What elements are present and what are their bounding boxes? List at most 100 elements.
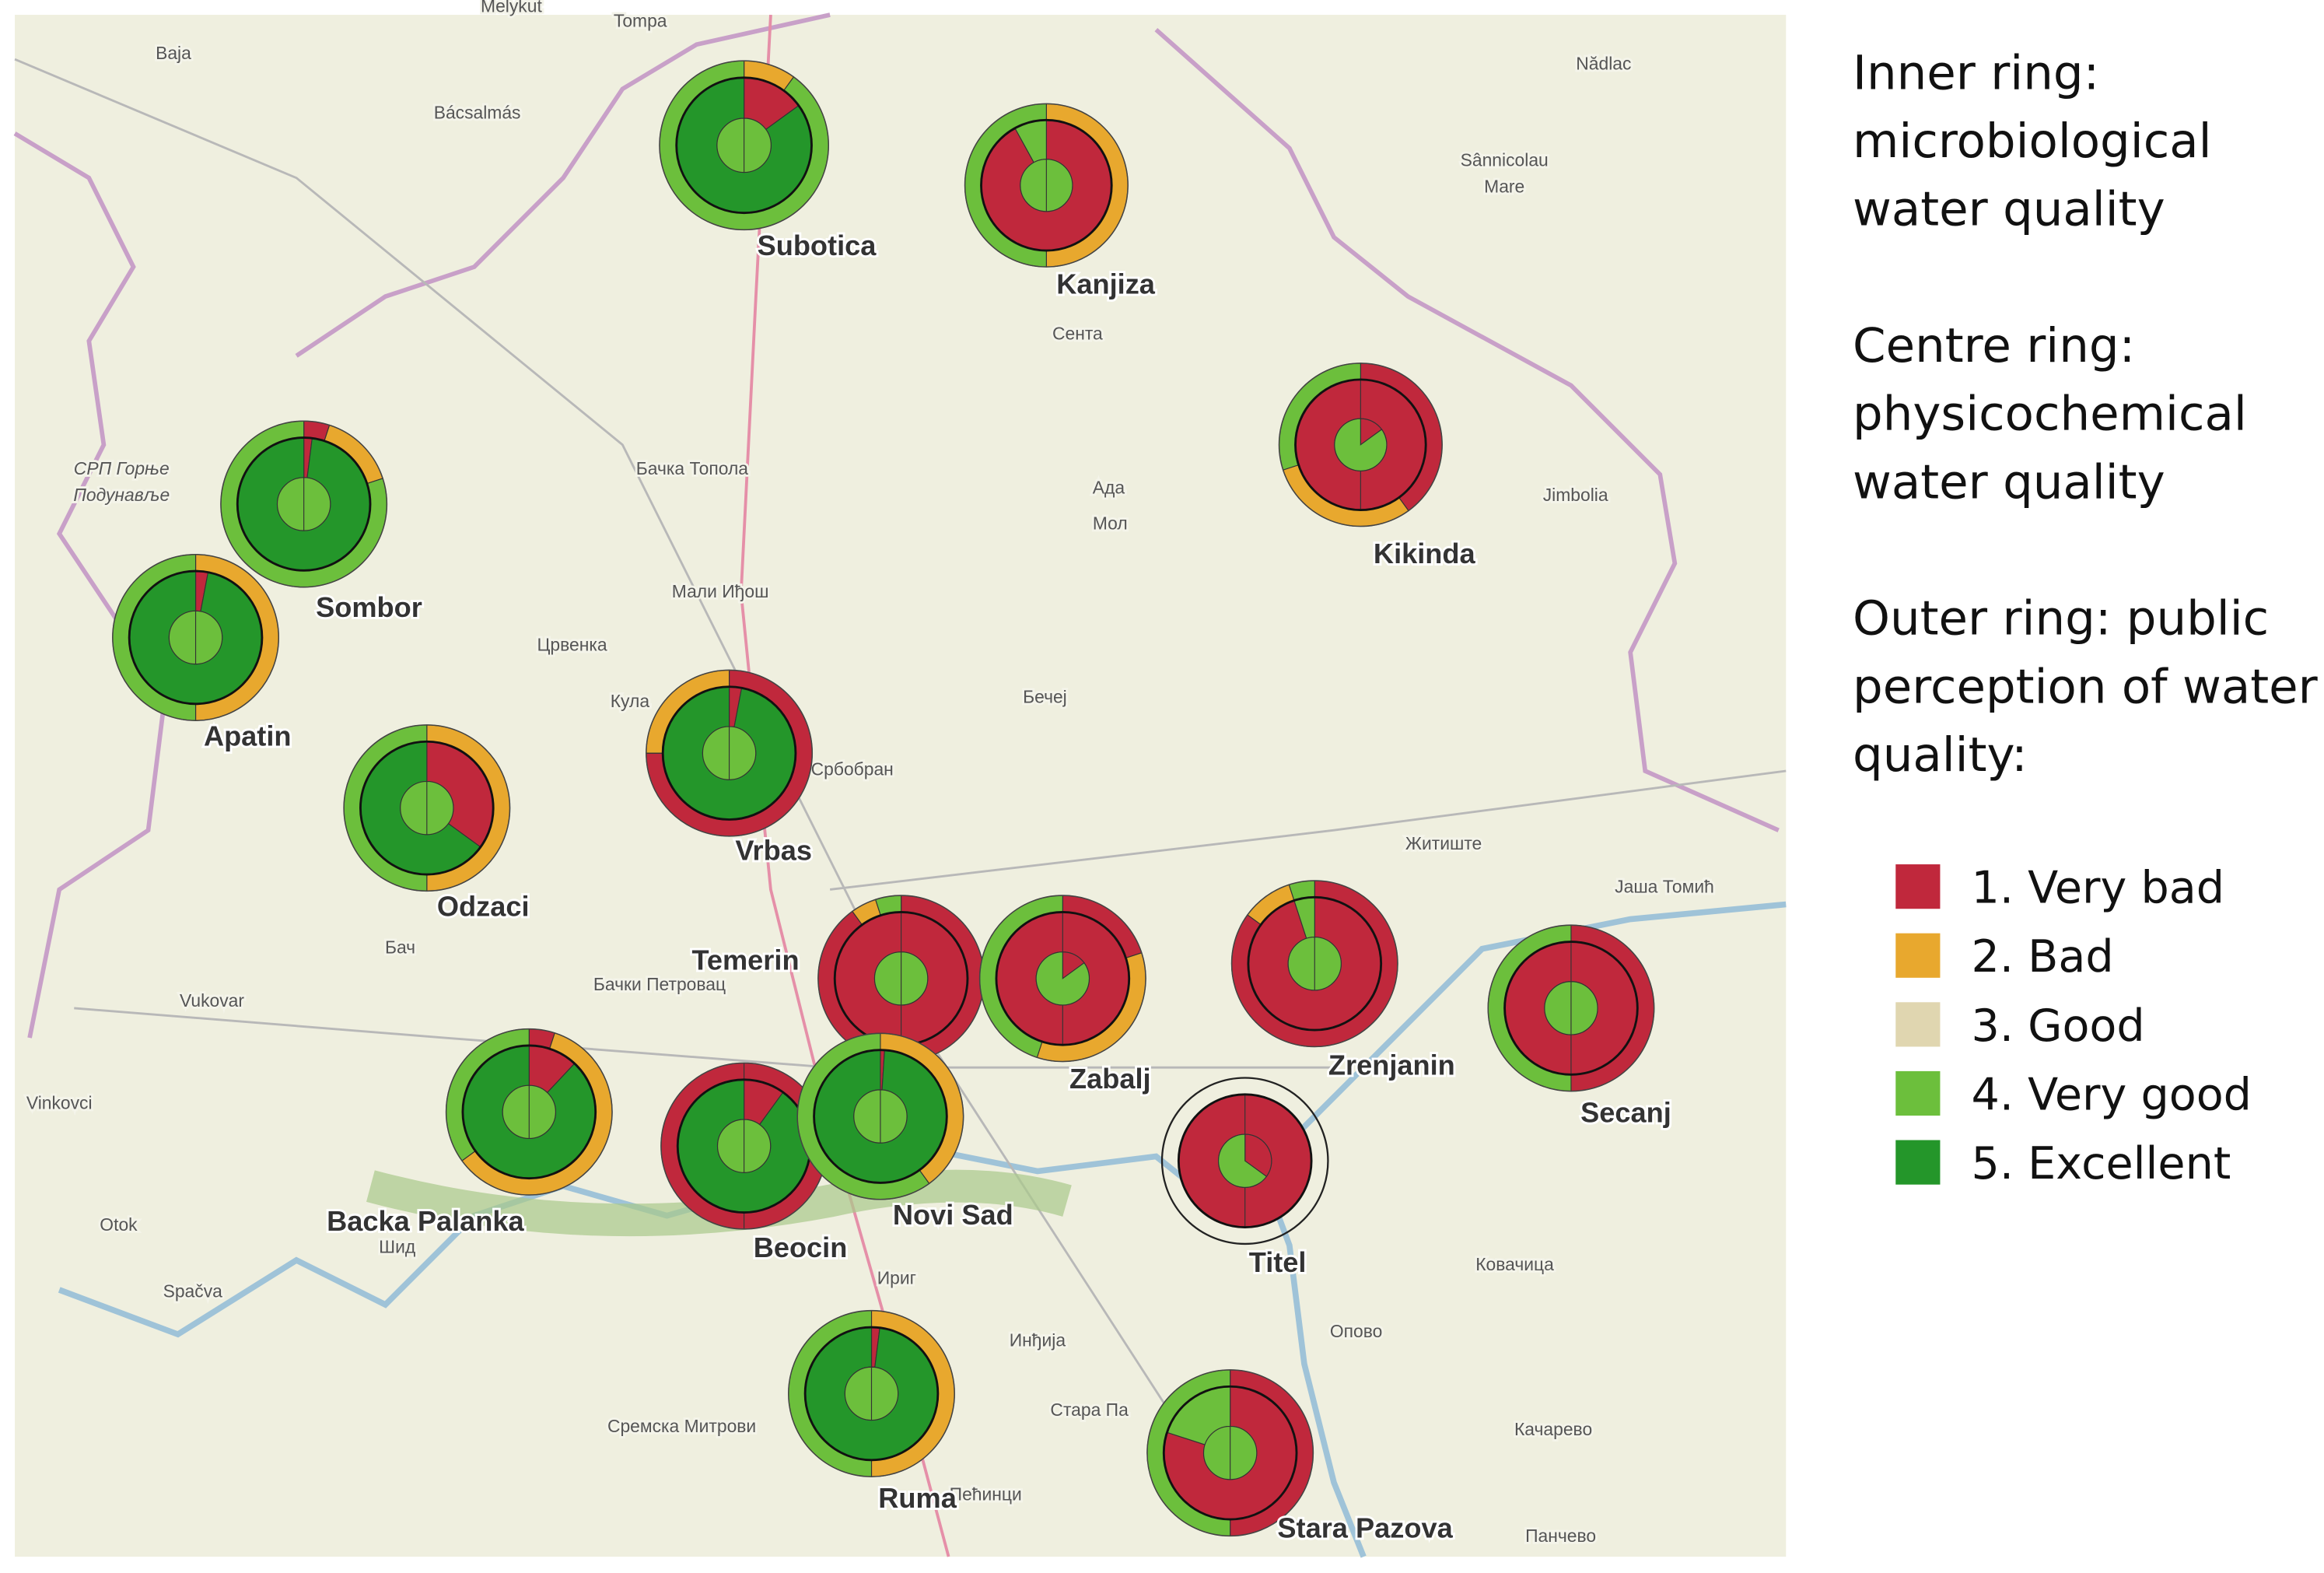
legend-description: Outer ring: public bbox=[1853, 591, 2269, 646]
place-label: Кула bbox=[611, 691, 650, 711]
ring-outline bbox=[359, 740, 495, 876]
place-label: Пећинци bbox=[950, 1484, 1022, 1505]
ring-outline bbox=[128, 569, 264, 706]
place-label: Jimbolia bbox=[1543, 485, 1608, 505]
site: Sombor bbox=[220, 420, 425, 625]
road bbox=[14, 58, 1787, 1484]
ring-outline bbox=[675, 76, 813, 215]
site-label: Zabalj bbox=[1069, 1063, 1151, 1095]
legend-swatch bbox=[1895, 1070, 1941, 1116]
site: Backa Palanka bbox=[324, 1028, 613, 1239]
ring-outline bbox=[796, 1032, 964, 1200]
site: Ruma bbox=[788, 1309, 960, 1516]
place-label: Панчево bbox=[1525, 1526, 1596, 1546]
place-label: Spačva bbox=[163, 1281, 223, 1301]
site-label: Vrbas bbox=[735, 834, 812, 866]
site-label: Zrenjanin bbox=[1328, 1049, 1455, 1081]
ring-outline bbox=[661, 685, 797, 821]
site: Vrbas bbox=[646, 669, 814, 868]
place-label: Мали Иђош bbox=[672, 581, 769, 601]
site-label: Stara Pazova bbox=[1277, 1512, 1453, 1543]
site-label: Ruma bbox=[878, 1482, 957, 1514]
inner-ring-segment bbox=[1035, 951, 1090, 1006]
legend-item-label: 4. Very good bbox=[1971, 1069, 2252, 1120]
ring-outline bbox=[1294, 378, 1427, 512]
ring-outline bbox=[995, 910, 1131, 1046]
place-label: Шид bbox=[379, 1236, 415, 1256]
legend-description: quality: bbox=[1853, 727, 2028, 783]
site: Beocin bbox=[660, 1062, 849, 1266]
inner-ring-segment bbox=[853, 1089, 908, 1144]
inner-ring-segment bbox=[502, 1084, 556, 1140]
place-label: Бач bbox=[385, 937, 415, 957]
ring-outline bbox=[1230, 880, 1398, 1048]
place-label: Качарево bbox=[1514, 1419, 1592, 1439]
site-label: Secanj bbox=[1580, 1097, 1671, 1129]
legend-description: physicochemical bbox=[1853, 387, 2247, 442]
inner-ring-segment bbox=[168, 610, 223, 665]
ring-outline bbox=[1162, 1385, 1298, 1521]
site-label: Sombor bbox=[316, 591, 422, 623]
ring-outline bbox=[1487, 924, 1655, 1092]
place-label: Baja bbox=[156, 43, 191, 63]
basemap bbox=[13, 12, 1787, 1558]
inner-ring-segment bbox=[702, 726, 757, 780]
legend-item-label: 1. Very bad bbox=[1971, 863, 2224, 914]
site: Secanj bbox=[1487, 924, 1674, 1131]
place-label: Инђија bbox=[1010, 1330, 1066, 1350]
legend-description: water quality bbox=[1853, 454, 2165, 510]
site: Odzaci bbox=[343, 724, 531, 925]
ring-outline bbox=[978, 895, 1146, 1063]
ring-outline bbox=[112, 553, 280, 721]
map-area bbox=[15, 15, 1787, 1557]
legend-description: microbiological bbox=[1853, 114, 2212, 169]
inner-ring-segment bbox=[1218, 1133, 1268, 1188]
site: Apatin bbox=[112, 553, 293, 754]
site: Zrenjanin bbox=[1230, 880, 1458, 1084]
legend-swatch bbox=[1895, 864, 1941, 909]
place-label: Стара Па bbox=[1050, 1400, 1129, 1420]
ring-outline bbox=[445, 1028, 613, 1196]
place-label: Црвенка bbox=[537, 635, 607, 655]
inner-ring-segment bbox=[873, 951, 929, 1006]
legend: Inner ring: microbiological water quality C… bbox=[1853, 45, 2319, 1189]
outer-ring-outline bbox=[1160, 1077, 1329, 1245]
inner-ring-segment bbox=[277, 477, 331, 531]
place-label: Tompa bbox=[614, 10, 667, 30]
ring-outline bbox=[813, 1049, 948, 1184]
legend-item-label: 5. Excellent bbox=[1971, 1138, 2231, 1189]
ring-outline bbox=[1177, 1093, 1313, 1229]
place-label: Nădlac bbox=[1576, 54, 1631, 74]
place-label: Ириг bbox=[877, 1267, 916, 1287]
ring-outline bbox=[343, 724, 511, 892]
site: Kanjiza bbox=[964, 103, 1158, 302]
site: Titel bbox=[1160, 1077, 1329, 1280]
legend-description: Centre ring: bbox=[1853, 318, 2135, 373]
place-label: Сента bbox=[1052, 323, 1103, 343]
site-label: Odzaci bbox=[437, 891, 530, 923]
legend-description: water quality bbox=[1853, 182, 2165, 237]
place-label: Melykut bbox=[481, 0, 542, 16]
place-label: Ада bbox=[1093, 478, 1125, 498]
ring-outline bbox=[646, 669, 814, 837]
place-label: Србобран bbox=[811, 759, 894, 779]
place-label: Vinkovci bbox=[26, 1092, 93, 1112]
site-label: Apatin bbox=[204, 720, 292, 752]
ring-outline bbox=[788, 1309, 955, 1477]
site-label: Novi Sad bbox=[893, 1199, 1013, 1231]
ring-outline bbox=[236, 436, 372, 572]
ring-outline bbox=[220, 420, 388, 588]
place-labels: Melykut Tompa Baja Bácsalmás Nădlac Sânnicola… bbox=[24, 0, 1717, 1548]
legend-item-label: 2. Bad bbox=[1971, 931, 2113, 983]
inner-ring-segment bbox=[844, 1366, 899, 1421]
place-label: Bácsalmás bbox=[434, 102, 521, 122]
inner-ring-segment bbox=[716, 117, 772, 173]
inner-ring-segment bbox=[716, 1119, 772, 1173]
place-label: Otok bbox=[100, 1214, 138, 1235]
ring-charts: Subotica Kanjiza Kikinda Sombor Apatin Vrbas O… bbox=[112, 60, 1674, 1546]
legend-description: Inner ring: bbox=[1853, 45, 2099, 100]
place-label: Vukovar bbox=[180, 990, 244, 1011]
site: Novi Sad bbox=[796, 1032, 1016, 1233]
place-label: Јаша Томић bbox=[1615, 876, 1714, 896]
